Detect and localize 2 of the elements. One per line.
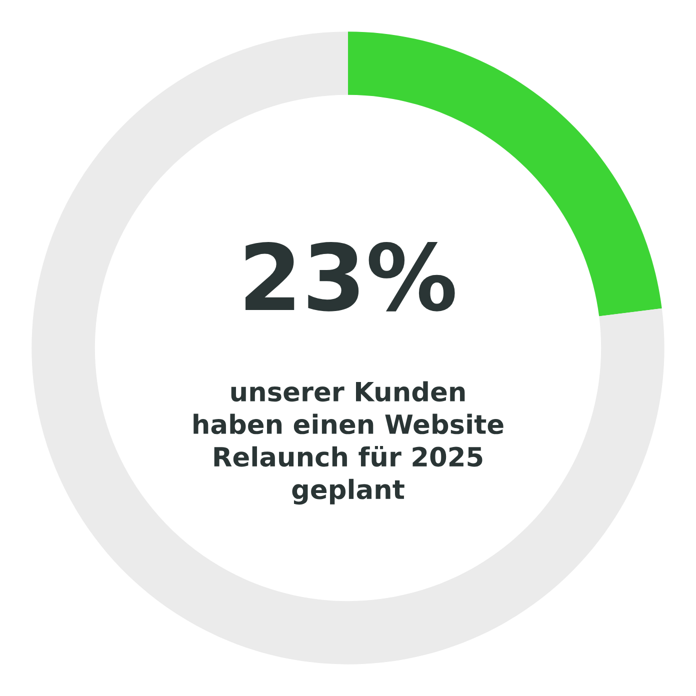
text: unserer Kunden haben einen Website Relaunch für 2025 geplant — [194, 381, 504, 505]
text: 23% — [246, 242, 455, 312]
